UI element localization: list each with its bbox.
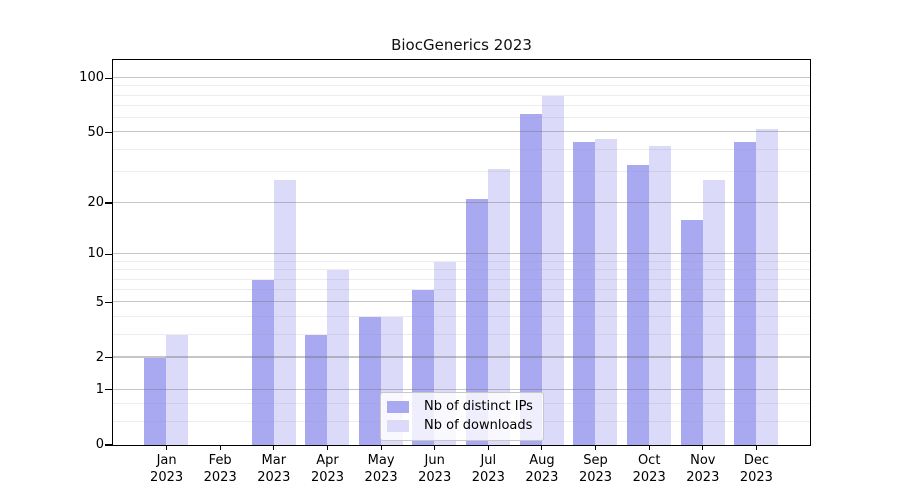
y-tick-mark-2: [105, 357, 112, 359]
bar-distinct-ips-nov: [680, 219, 703, 445]
x-tick-label-sep: Sep 2023: [578, 453, 613, 485]
x-tick-label-jul: Jul 2023: [471, 453, 505, 485]
x-tick-mark-mar: [273, 444, 275, 451]
x-tick-label-oct: Oct 2023: [632, 453, 666, 485]
x-tick-label-aug: Aug 2023: [525, 453, 559, 485]
x-tick-mark-may: [380, 444, 382, 451]
bar-distinct-ips-oct: [626, 164, 649, 445]
bar-downloads-mar: [273, 180, 296, 445]
x-tick-label-jun: Jun 2023: [418, 453, 452, 485]
bar-downloads-oct: [648, 145, 671, 445]
plot-area: [111, 58, 811, 446]
bar-downloads-jul: [488, 169, 511, 445]
y-tick-label-100: 100: [79, 70, 104, 86]
legend: Nb of distinct IPs Nb of downloads: [380, 392, 544, 441]
y-tick-mark-0: [105, 444, 112, 446]
x-tick-label-apr: Apr 2023: [310, 453, 345, 485]
x-tick-mark-nov: [702, 444, 704, 451]
y-tick-mark-5: [105, 302, 112, 304]
x-tick-label-may: May 2023: [364, 453, 398, 485]
x-tick-mark-jan: [166, 444, 168, 451]
y-tick-mark-1: [105, 389, 112, 391]
bar-downloads-aug: [541, 95, 564, 445]
legend-entry-downloads: Nb of downloads: [387, 416, 535, 435]
x-tick-mark-apr: [326, 444, 329, 451]
bar-downloads-apr: [327, 270, 350, 445]
x-tick-label-nov: Nov 2023: [686, 453, 720, 485]
bar-downloads-nov: [702, 180, 725, 445]
y-tick-label-20: 20: [87, 195, 104, 210]
x-tick-mark-oct: [648, 444, 650, 451]
x-tick-mark-aug: [541, 444, 543, 451]
x-tick-mark-sep: [594, 444, 597, 451]
bar-distinct-ips-apr: [305, 334, 328, 445]
y-tick-label-0: 0: [95, 437, 104, 452]
chart-title: BiocGenerics 2023: [391, 36, 532, 54]
x-tick-label-dec: Dec 2023: [739, 453, 773, 485]
x-tick-label-mar: Mar 2023: [257, 453, 291, 485]
legend-entry-distinct-ips: Nb of distinct IPs: [387, 397, 535, 416]
bar-downloads-sep: [595, 138, 618, 445]
y-tick-mark-50: [105, 131, 112, 134]
bar-distinct-ips-jan: [144, 357, 167, 445]
x-tick-mark-dec: [755, 444, 757, 451]
x-tick-mark-jul: [487, 444, 489, 451]
y-tick-mark-20: [105, 202, 112, 204]
bar-downloads-jan: [166, 334, 189, 445]
y-tick-label-5: 5: [95, 294, 104, 310]
bar-downloads-dec: [756, 129, 779, 445]
legend-label-distinct-ips: Nb of distinct IPs: [424, 399, 533, 414]
legend-swatch-downloads: [387, 419, 409, 432]
y-tick-mark-100: [105, 77, 112, 79]
y-tick-mark-10: [105, 253, 112, 255]
bar-distinct-ips-may: [358, 316, 381, 445]
x-tick-label-feb: Feb 2023: [203, 453, 237, 485]
y-tick-label-1: 1: [95, 381, 104, 397]
legend-label-downloads: Nb of downloads: [424, 418, 533, 433]
y-tick-label-10: 10: [87, 246, 104, 262]
y-tick-label-50: 50: [87, 124, 104, 140]
legend-swatch-distinct-ips: [387, 400, 409, 413]
x-tick-label-jan: Jan 2023: [150, 453, 184, 485]
bar-distinct-ips-mar: [251, 279, 274, 445]
y-tick-label-2: 2: [95, 349, 104, 365]
bars-layer: [113, 60, 810, 445]
x-tick-mark-feb: [219, 444, 221, 451]
bar-distinct-ips-dec: [734, 142, 757, 445]
bar-distinct-ips-sep: [573, 142, 596, 445]
x-tick-mark-jun: [434, 444, 436, 451]
bar-distinct-ips-jul: [466, 199, 489, 445]
bar-distinct-ips-aug: [519, 114, 542, 445]
